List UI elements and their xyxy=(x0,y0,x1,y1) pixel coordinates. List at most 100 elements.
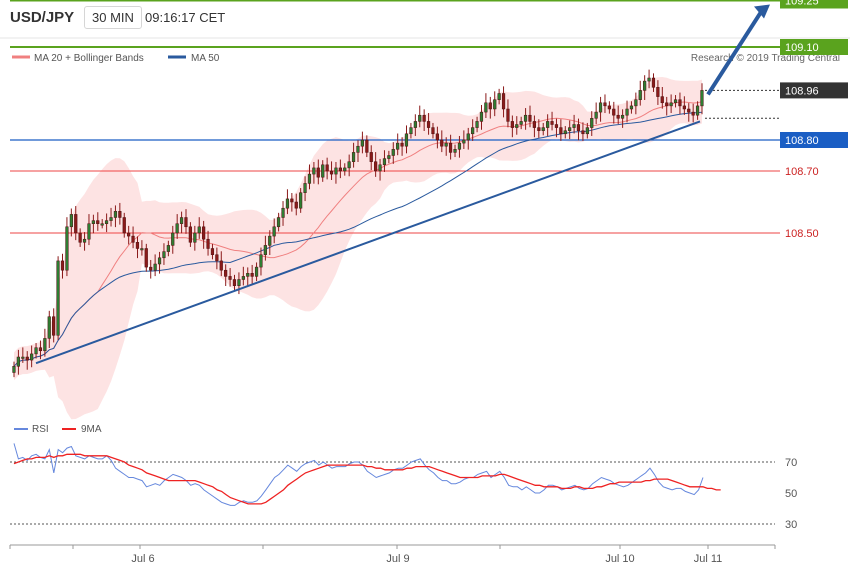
candle xyxy=(488,96,492,119)
price-label: 108.50 xyxy=(785,228,819,240)
candle-body-up xyxy=(82,238,87,243)
candle-body-up xyxy=(387,155,391,159)
candle xyxy=(215,247,219,270)
candle xyxy=(197,217,201,239)
candle-body-down xyxy=(603,102,607,107)
candle-body-up xyxy=(515,124,519,128)
candle-body-down xyxy=(184,217,188,228)
candle xyxy=(581,122,585,141)
candle-body-down xyxy=(74,214,78,234)
candle xyxy=(396,133,400,156)
timestamp-label: 09:16:17 CET xyxy=(145,10,226,25)
candle-body-up xyxy=(91,220,95,224)
candle-body-down xyxy=(78,232,82,243)
candle xyxy=(25,351,29,370)
candle xyxy=(202,220,206,249)
candle-body-up xyxy=(166,245,170,252)
candle xyxy=(563,126,567,139)
candle-body-down xyxy=(135,242,140,249)
candle xyxy=(21,347,25,363)
candle xyxy=(179,211,184,234)
candle-body-up xyxy=(523,114,528,122)
candle-body-up xyxy=(541,127,545,131)
candle xyxy=(351,142,356,168)
candle xyxy=(448,134,453,160)
candle-body-down xyxy=(532,121,536,128)
candles xyxy=(12,69,704,378)
candle-body-down xyxy=(122,217,126,234)
candle xyxy=(157,251,162,274)
candle-body-down xyxy=(52,316,56,336)
price-label: 109.25 xyxy=(785,0,819,8)
candle xyxy=(519,116,523,130)
time-axis: Jul 6 Jul 9 Jul 10 Jul 11 xyxy=(9,545,776,565)
candle xyxy=(78,228,82,247)
candle-body-up xyxy=(276,217,281,228)
candle-body-down xyxy=(127,232,131,237)
candle-body-down xyxy=(131,235,135,243)
symbol-label: USD/JPY xyxy=(10,9,75,26)
candle xyxy=(643,75,647,101)
candle-body-down xyxy=(510,121,514,128)
candle-body-up xyxy=(444,142,448,147)
candle xyxy=(466,127,470,150)
candle-body-down xyxy=(228,276,232,280)
candle-body-up xyxy=(457,142,462,150)
price-label: 108.70 xyxy=(785,166,819,178)
candle-body-up xyxy=(246,273,250,277)
candle-body-down xyxy=(25,356,29,361)
time-tick-label: Jul 6 xyxy=(131,553,154,565)
candle xyxy=(620,109,625,128)
candle xyxy=(188,222,192,247)
candle-body-up xyxy=(413,121,417,128)
candle-body-up xyxy=(109,217,113,221)
price-label-box xyxy=(780,82,848,99)
candle-body-down xyxy=(506,108,510,122)
candle-body-up xyxy=(16,356,20,367)
candle xyxy=(82,232,87,251)
candle-body-down xyxy=(435,133,439,141)
candle xyxy=(272,218,276,244)
candle xyxy=(65,217,69,277)
time-tick-label: Jul 10 xyxy=(605,553,634,565)
candle-body-up xyxy=(272,226,276,237)
candle-body-down xyxy=(224,269,228,277)
candle-body-down xyxy=(316,167,320,178)
candle-body-up xyxy=(391,149,395,156)
candle-body-up xyxy=(312,167,316,175)
candle xyxy=(347,154,351,177)
candle-body-up xyxy=(669,102,673,107)
candle-body-down xyxy=(656,87,660,97)
candle xyxy=(369,145,373,171)
candle xyxy=(426,113,431,135)
candle xyxy=(523,108,528,130)
candle xyxy=(312,162,316,184)
candle xyxy=(598,96,603,122)
candle-body-down xyxy=(607,105,611,110)
candle xyxy=(285,189,290,215)
candle xyxy=(515,116,519,135)
candle xyxy=(171,225,175,254)
candle-body-up xyxy=(237,279,241,286)
candle xyxy=(109,207,113,227)
candle-body-down xyxy=(290,198,294,203)
candle xyxy=(263,235,267,261)
candle-body-up xyxy=(695,105,700,116)
rsi-legend-label: RSI xyxy=(32,424,49,435)
candle-body-up xyxy=(69,214,73,228)
candle xyxy=(299,188,303,213)
candle-body-up xyxy=(453,149,457,153)
candle xyxy=(122,212,126,238)
candle xyxy=(387,150,391,164)
candle xyxy=(471,119,475,141)
candle xyxy=(47,310,51,349)
candle-body-down xyxy=(440,139,444,147)
candle xyxy=(594,102,598,125)
candle-body-up xyxy=(546,121,550,128)
timeframe-badge[interactable]: 30 MIN xyxy=(84,6,142,29)
candle xyxy=(506,99,510,128)
candle-body-down xyxy=(682,105,686,110)
candle-body-up xyxy=(568,127,572,131)
candle-body-down xyxy=(651,77,656,88)
